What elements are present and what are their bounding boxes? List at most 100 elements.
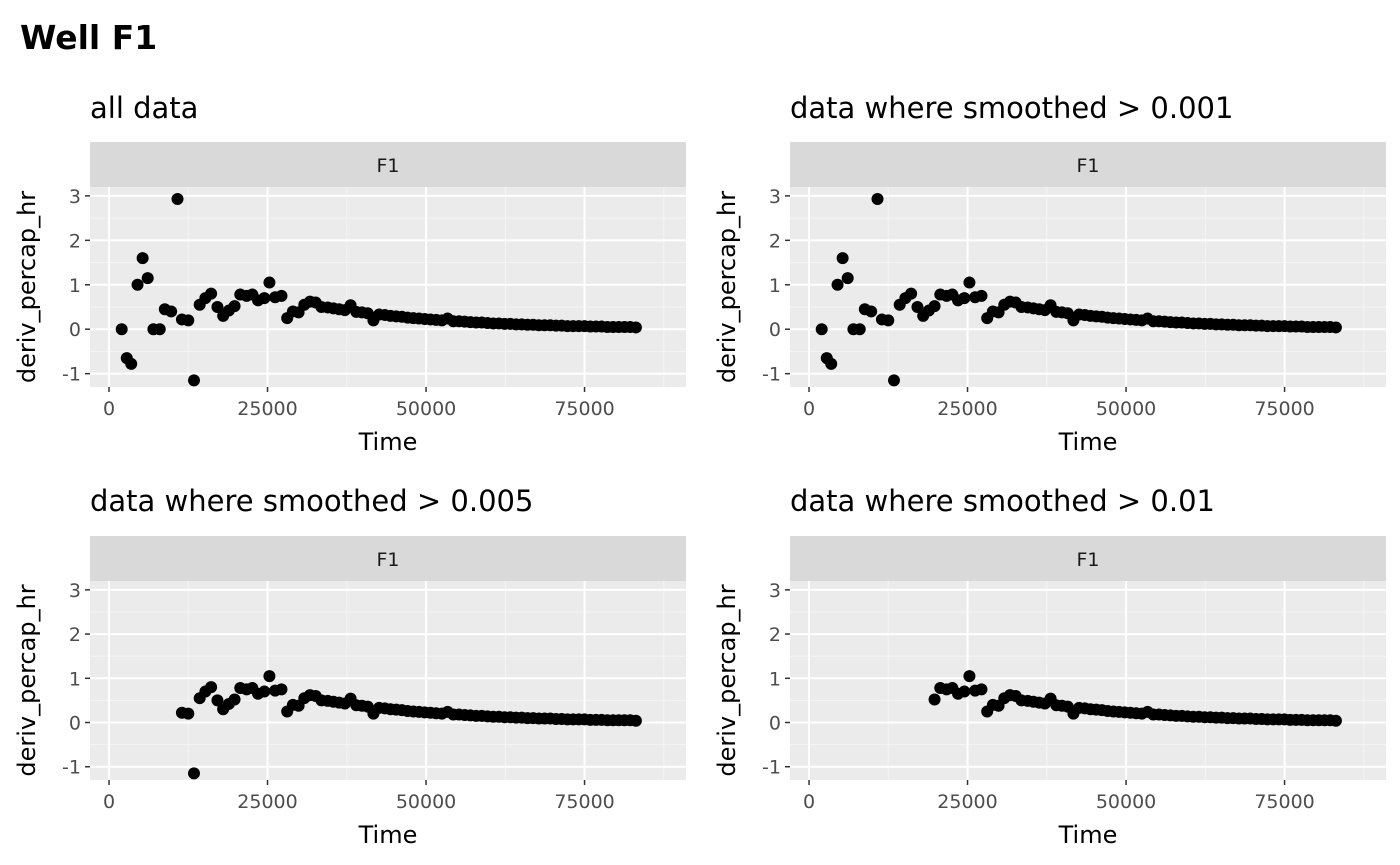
data-point — [825, 357, 838, 370]
y-tick-label: 0 — [69, 319, 81, 341]
x-tick-label: 50000 — [396, 791, 456, 813]
facet-strip — [90, 536, 686, 581]
x-tick-label: 25000 — [937, 398, 997, 420]
x-tick-label: 0 — [103, 398, 115, 420]
data-point — [841, 272, 854, 285]
facet-strip — [790, 536, 1386, 581]
x-tick-label: 0 — [803, 398, 815, 420]
data-point — [131, 278, 144, 291]
data-point — [887, 374, 900, 387]
data-point — [182, 707, 195, 720]
y-tick-label: -1 — [62, 364, 81, 386]
data-point — [853, 323, 866, 336]
plot-panel — [90, 187, 686, 387]
panel-title: data where smoothed > 0.005 — [90, 484, 533, 518]
data-point — [831, 278, 844, 291]
data-point — [205, 681, 218, 694]
x-tick-label: 75000 — [1254, 791, 1314, 813]
y-tick-label: 3 — [69, 186, 81, 208]
data-point — [211, 301, 224, 313]
data-point — [187, 767, 200, 780]
data-point — [258, 292, 271, 305]
facet-strip — [90, 142, 686, 187]
y-tick-label: 2 — [69, 624, 81, 646]
x-axis-label: Time — [358, 821, 418, 849]
y-tick-label: 2 — [769, 624, 781, 646]
data-point — [153, 323, 166, 336]
data-point — [275, 289, 288, 302]
data-point — [182, 314, 195, 327]
data-point — [963, 670, 976, 683]
x-axis-label: Time — [358, 428, 418, 456]
facet-strip-label: F1 — [1076, 155, 1099, 177]
x-tick-label: 25000 — [237, 791, 297, 813]
data-point — [136, 252, 149, 265]
data-point — [928, 300, 941, 313]
x-tick-label: 50000 — [396, 398, 456, 420]
data-point — [115, 323, 128, 336]
data-point — [928, 693, 941, 706]
x-tick-label: 0 — [103, 791, 115, 813]
y-tick-label: 1 — [769, 668, 781, 690]
y-tick-label: 2 — [69, 230, 81, 252]
y-tick-label: 2 — [769, 230, 781, 252]
plot-panel — [790, 581, 1386, 780]
x-axis-label: Time — [1058, 821, 1118, 849]
data-point — [275, 683, 288, 696]
data-point — [865, 305, 878, 318]
y-tick-label: 1 — [69, 668, 81, 690]
page-title: Well F1 — [20, 18, 158, 57]
x-tick-label: 50000 — [1096, 791, 1156, 813]
data-point — [258, 685, 271, 698]
data-point — [263, 670, 276, 683]
y-tick-label: 1 — [69, 275, 81, 297]
y-axis-label: deriv_percap_hr — [713, 584, 741, 776]
data-point — [125, 357, 138, 370]
data-point — [958, 685, 971, 698]
x-tick-label: 75000 — [554, 398, 614, 420]
data-point — [958, 292, 971, 305]
data-point — [629, 321, 642, 334]
y-tick-label: -1 — [62, 757, 81, 779]
x-tick-label: 75000 — [1254, 398, 1314, 420]
data-point — [211, 694, 224, 707]
data-point — [205, 287, 218, 300]
data-point — [165, 305, 178, 318]
y-tick-label: -1 — [762, 364, 781, 386]
data-point — [975, 289, 988, 302]
x-tick-label: 25000 — [237, 398, 297, 420]
y-axis-label: deriv_percap_hr — [13, 191, 41, 383]
y-tick-label: 0 — [769, 319, 781, 341]
data-point — [882, 314, 895, 327]
facet-strip-label: F1 — [1076, 549, 1099, 571]
x-axis-label: Time — [1058, 428, 1118, 456]
data-point — [141, 272, 154, 285]
data-point — [263, 276, 276, 289]
y-tick-label: 3 — [769, 186, 781, 208]
facet-strip-label: F1 — [376, 549, 399, 571]
x-tick-label: 0 — [803, 791, 815, 813]
x-tick-label: 25000 — [937, 791, 997, 813]
data-point — [187, 374, 200, 387]
data-point — [629, 714, 642, 727]
y-axis-label: deriv_percap_hr — [13, 584, 41, 776]
y-tick-label: 1 — [769, 275, 781, 297]
data-point — [815, 323, 828, 336]
x-tick-label: 75000 — [554, 791, 614, 813]
facet-strip-label: F1 — [376, 155, 399, 177]
data-point — [228, 693, 241, 706]
panel-title: data where smoothed > 0.01 — [790, 484, 1215, 518]
y-axis-label: deriv_percap_hr — [713, 191, 741, 383]
panel-title: data where smoothed > 0.001 — [790, 91, 1233, 125]
data-point — [228, 300, 241, 313]
data-point — [171, 193, 184, 205]
data-point — [963, 276, 976, 289]
y-tick-label: 0 — [69, 713, 81, 735]
y-tick-label: -1 — [762, 757, 781, 779]
data-point — [871, 193, 884, 205]
y-tick-label: 3 — [69, 580, 81, 602]
data-point — [1329, 714, 1342, 727]
data-point — [836, 252, 849, 265]
plot-panel — [90, 581, 686, 780]
